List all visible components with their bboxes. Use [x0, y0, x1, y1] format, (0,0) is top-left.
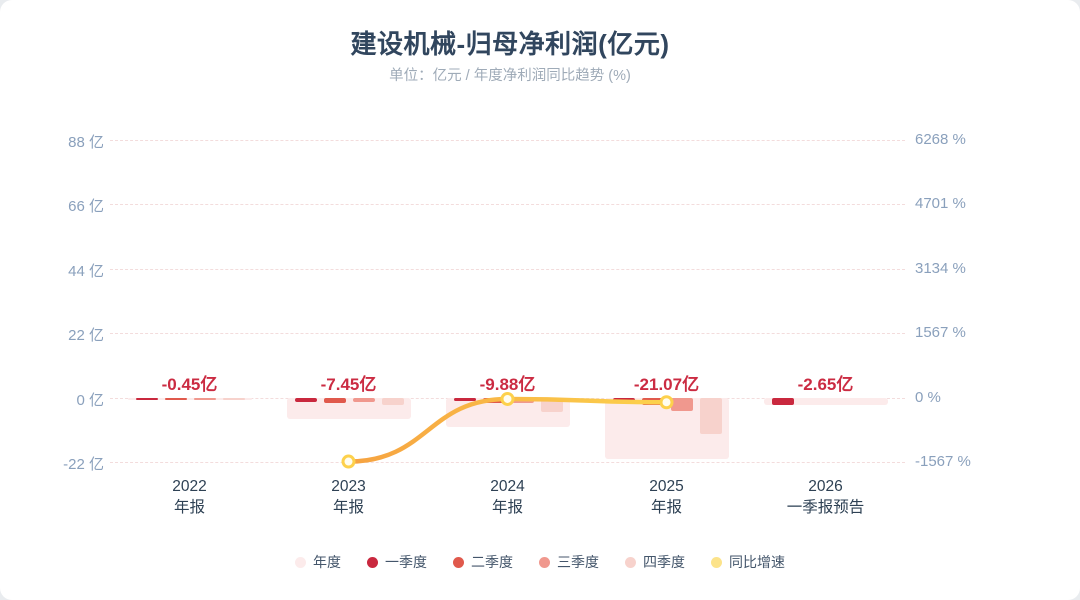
x-axis-label-line: 2024 — [490, 478, 525, 495]
chart-subtitle: 单位：亿元 / 年度净利润同比趋势 (%) — [389, 68, 631, 84]
x-axis-label-line: 年报 — [173, 499, 205, 516]
gridline — [110, 140, 905, 141]
bar-q3-2023[interactable] — [352, 397, 375, 402]
x-axis-label-line: 年报 — [332, 499, 364, 516]
value-label-2024: -9.88亿 — [479, 374, 536, 394]
legend-dot — [625, 556, 636, 568]
y-axis-left-tick: 66 亿 — [68, 198, 104, 216]
y-axis-right-tick: 0 % — [915, 388, 941, 406]
x-axis-label-line: 2026 — [808, 478, 843, 495]
x-axis-label-line: 2025 — [649, 478, 684, 495]
legend-label: 四季度 — [643, 554, 685, 570]
bar-q1-2023[interactable] — [294, 397, 317, 403]
legend-label: 二季度 — [471, 554, 513, 570]
x-axis-label-line: 2023 — [331, 478, 366, 495]
bar-q4-2022[interactable] — [222, 397, 245, 400]
value-label-2025: -21.07亿 — [633, 374, 700, 394]
legend-dot — [295, 556, 306, 568]
bar-q1-2022[interactable] — [135, 397, 158, 400]
bar-q4-2025[interactable] — [699, 397, 722, 435]
legend-item-3[interactable]: 三季度 — [539, 552, 599, 572]
bar-annual-2026[interactable] — [763, 397, 888, 406]
value-label-2026: -2.65亿 — [797, 374, 854, 394]
y-axis-left-tick: -22 亿 — [63, 456, 104, 473]
bar-q2-2022[interactable] — [164, 397, 187, 400]
gridline — [110, 462, 905, 463]
bar-q4-2023[interactable] — [381, 397, 404, 406]
legend-label: 同比增速 — [729, 554, 785, 570]
legend-label: 一季度 — [385, 554, 427, 570]
legend-item-5[interactable]: 同比增速 — [711, 552, 785, 572]
legend-dot — [539, 556, 550, 568]
legend-dot — [367, 556, 378, 568]
legend-dot — [711, 556, 722, 568]
y-axis-right-tick: 4701 % — [915, 195, 966, 213]
bar-q3-2024[interactable] — [511, 397, 534, 404]
legend-dot — [453, 556, 464, 568]
gridline — [110, 204, 905, 206]
x-axis-label-line: 一季报预告 — [786, 499, 865, 516]
legend-label: 年度 — [313, 554, 341, 570]
legend-item-2[interactable]: 二季度 — [453, 552, 513, 572]
y-axis-left-tick: 44 亿 — [68, 262, 104, 280]
gridline — [110, 333, 905, 335]
legend-label: 三季度 — [557, 554, 599, 570]
bar-q3-2022[interactable] — [193, 397, 216, 400]
x-axis-label-2026: 2026 一季报预告 — [751, 476, 901, 518]
bar-annual-2022[interactable] — [127, 397, 252, 400]
bar-q1-2026[interactable] — [771, 397, 794, 406]
x-axis-label-2024: 2024 年报 — [433, 476, 583, 518]
y-axis-right-tick: -1567 % — [915, 453, 971, 470]
legend: 年度 一季度 二季度 三季度 四季度 同比增速 — [0, 552, 1080, 572]
bar-q2-2024[interactable] — [482, 397, 505, 403]
bar-q4-2024[interactable] — [540, 397, 563, 412]
bar-q1-2025[interactable] — [612, 397, 635, 402]
x-axis-label-line: 年报 — [491, 499, 523, 516]
x-axis-label-2022: 2022 年报 — [115, 476, 265, 518]
y-axis-left-tick: 0 亿 — [76, 391, 104, 409]
bar-q1-2024[interactable] — [453, 397, 476, 402]
y-axis-right-tick: 3134 % — [915, 259, 966, 277]
legend-item-4[interactable]: 四季度 — [625, 552, 685, 572]
legend-item-0[interactable]: 年度 — [295, 552, 341, 572]
value-label-2023: -7.45亿 — [320, 374, 377, 394]
y-axis-left-tick: 88 亿 — [68, 134, 104, 151]
legend-item-1[interactable]: 一季度 — [367, 552, 427, 572]
bar-q2-2025[interactable] — [641, 397, 664, 405]
chart-title: 建设机械-归母净利润(亿元) — [350, 29, 670, 59]
x-axis-label-line: 2022 — [172, 478, 207, 495]
x-axis-label-2023: 2023 年报 — [274, 476, 424, 518]
value-label-2022: -0.45亿 — [161, 374, 218, 394]
y-axis-left-tick: 22 亿 — [68, 327, 104, 345]
bar-q3-2025[interactable] — [670, 397, 693, 411]
y-axis-right-tick: 1567 % — [915, 324, 966, 342]
x-axis-label-line: 年报 — [650, 499, 682, 516]
x-axis-label-2025: 2025 年报 — [592, 476, 742, 518]
bar-q2-2023[interactable] — [323, 397, 346, 403]
gridline — [110, 268, 905, 270]
y-axis-right-tick: 6268 % — [915, 131, 966, 148]
